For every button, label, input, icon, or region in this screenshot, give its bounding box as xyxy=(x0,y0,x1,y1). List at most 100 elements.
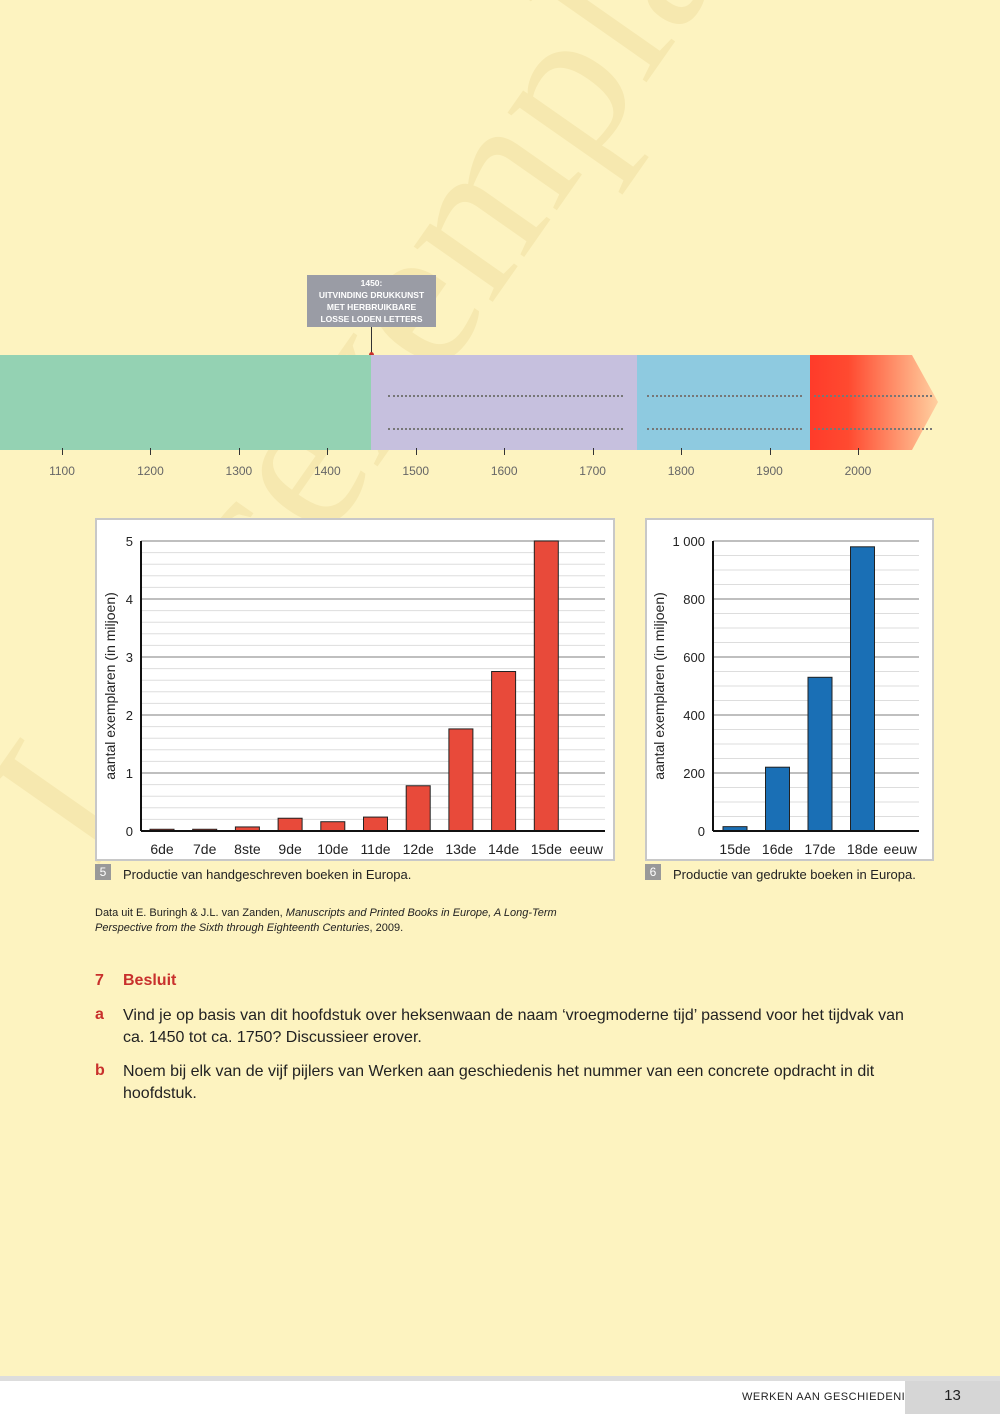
book-title: WERKEN AAN GESCHIEDENIS xyxy=(742,1391,914,1403)
year-label: 1700 xyxy=(579,464,606,478)
year-tick xyxy=(592,448,594,455)
band-vroegmodern xyxy=(371,355,637,450)
bar xyxy=(320,821,346,832)
year-tick xyxy=(681,448,683,455)
year-label: 2000 xyxy=(844,464,872,478)
x-tick-label: 14de xyxy=(488,841,519,857)
callout-pointer xyxy=(371,327,372,355)
x-tick-label: 15de xyxy=(531,841,562,857)
callout-line: LOSSE LODEN LETTERS xyxy=(320,314,423,324)
bar xyxy=(277,817,303,832)
year-label: 1200 xyxy=(137,464,164,478)
band-modern xyxy=(637,355,810,450)
figure-number: 5 xyxy=(95,864,111,880)
bar xyxy=(765,766,790,832)
year-label: 1100 xyxy=(49,464,75,478)
x-tick-label: 12de xyxy=(403,841,434,857)
callout-line: 1450: xyxy=(360,278,383,288)
answer-line[interactable] xyxy=(388,428,623,430)
source-title: Perspective from the Sixth through Eight… xyxy=(95,922,370,934)
y-tick-label: 1 xyxy=(126,766,133,781)
band-hedendaags-arrow xyxy=(810,355,938,450)
x-tick-label: 11de xyxy=(360,841,390,857)
band-middeleeuwen xyxy=(0,355,371,450)
bar xyxy=(491,671,517,832)
x-tick-label: 15de xyxy=(719,841,750,857)
callout-line: UITVINDING DRUKKUNST xyxy=(318,290,425,300)
year-tick xyxy=(857,448,859,455)
y-tick-label: 2 xyxy=(126,708,133,723)
year-label: 1600 xyxy=(490,464,518,478)
source-prefix: Data uit E. Buringh & J.L. van Zanden, xyxy=(95,907,286,919)
year-tick xyxy=(327,448,329,455)
item-text: Vind je op basis van dit hoofdstuk over … xyxy=(123,1007,904,1024)
year-tick xyxy=(504,448,506,455)
bar xyxy=(448,728,474,832)
bar xyxy=(807,676,833,832)
y-tick-label: 0 xyxy=(698,824,705,839)
answer-line[interactable] xyxy=(647,428,802,430)
x-tick-label: 10de xyxy=(317,841,348,857)
x-tick-label: 17de xyxy=(804,841,835,857)
source-suffix: , 2009. xyxy=(369,922,404,934)
source-title: Manuscripts and Printed Books in Europe,… xyxy=(285,907,557,919)
page-number: 13 xyxy=(905,1381,1000,1414)
x-tick-label: 13de xyxy=(445,841,476,857)
item-text: Noem bij elk van de vijf pijlers van Wer… xyxy=(123,1063,875,1080)
year-tick xyxy=(62,448,63,455)
exercise-title: Besluit xyxy=(123,972,177,989)
footer-rule xyxy=(0,1376,1000,1381)
answer-line[interactable] xyxy=(814,428,932,430)
y-tick-label: 0 xyxy=(126,824,133,839)
x-tick-label: 7de xyxy=(193,841,217,857)
footer xyxy=(0,1381,1000,1414)
x-unit-label: eeuw xyxy=(570,841,604,857)
answer-line[interactable] xyxy=(388,395,623,397)
data-source: Data uit E. Buringh & J.L. van Zanden, M… xyxy=(95,906,557,936)
exercise-item-a: Vind je op basis van dit hoofdstuk over … xyxy=(123,1005,904,1049)
timeline-callout: 1450: UITVINDING DRUKKUNST MET HERBRUIKB… xyxy=(307,275,436,327)
year-label: 1800 xyxy=(667,464,695,478)
year-label: 1400 xyxy=(313,464,341,478)
y-tick-label: 1 000 xyxy=(672,534,705,549)
y-tick-label: 200 xyxy=(683,766,705,781)
y-tick-label: 4 xyxy=(126,592,133,607)
answer-line[interactable] xyxy=(647,395,802,397)
x-tick-label: 16de xyxy=(762,841,793,857)
item-letter: a xyxy=(95,1006,104,1023)
item-text: hoofdstuk. xyxy=(123,1085,197,1102)
year-label: 1900 xyxy=(756,464,783,478)
y-tick-label: 5 xyxy=(126,534,133,549)
chart-svg-handwritten: 0 1 2 3 4 5 6de 7de 8ste 9de 10de 11de 12de 13de 14de 1… xyxy=(102,534,605,857)
bar xyxy=(533,540,559,832)
y-axis-title: aantal exemplaren (in miljoen) xyxy=(102,592,118,780)
bar xyxy=(405,785,431,832)
year-tick xyxy=(769,448,771,455)
year-label: 1500 xyxy=(402,464,430,478)
year-label: 1300 xyxy=(225,464,253,478)
y-axis-title: aantal exemplaren (in miljoen) xyxy=(651,592,667,780)
year-tick xyxy=(238,448,240,455)
y-tick-label: 600 xyxy=(683,650,705,665)
year-tick xyxy=(150,448,152,455)
chart-printed-books: 0 200 400 600 800 1 000 15de 16de 17de 18de eeuw aa… xyxy=(645,518,934,861)
x-tick-label: 9de xyxy=(278,841,302,857)
item-text: ca. 1450 tot ca. 1750? Discussieer erove… xyxy=(123,1029,422,1046)
item-letter: b xyxy=(95,1062,105,1079)
year-tick xyxy=(415,448,417,455)
exercise-number: 7 xyxy=(95,972,104,989)
bar xyxy=(363,816,388,832)
x-tick-label: 8ste xyxy=(234,841,261,857)
y-tick-label: 3 xyxy=(126,650,133,665)
y-tick-label: 800 xyxy=(683,592,705,607)
x-unit-label: eeuw xyxy=(884,841,918,857)
bar xyxy=(850,546,875,832)
answer-line[interactable] xyxy=(814,395,932,397)
figure-number: 6 xyxy=(645,864,661,880)
chart-svg-printed: 0 200 400 600 800 1 000 15de 16de 17de 18de eeuw aa… xyxy=(651,534,919,857)
x-tick-label: 6de xyxy=(150,841,174,857)
x-tick-label: 18de xyxy=(847,841,878,857)
chart-handwritten-books: 0 1 2 3 4 5 6de 7de 8ste 9de 10de 11de 12de 13de 14de 1… xyxy=(95,518,615,861)
callout-line: MET HERBRUIKBARE xyxy=(326,302,417,312)
exercise-item-b: Noem bij elk van de vijf pijlers van Wer… xyxy=(123,1061,874,1105)
